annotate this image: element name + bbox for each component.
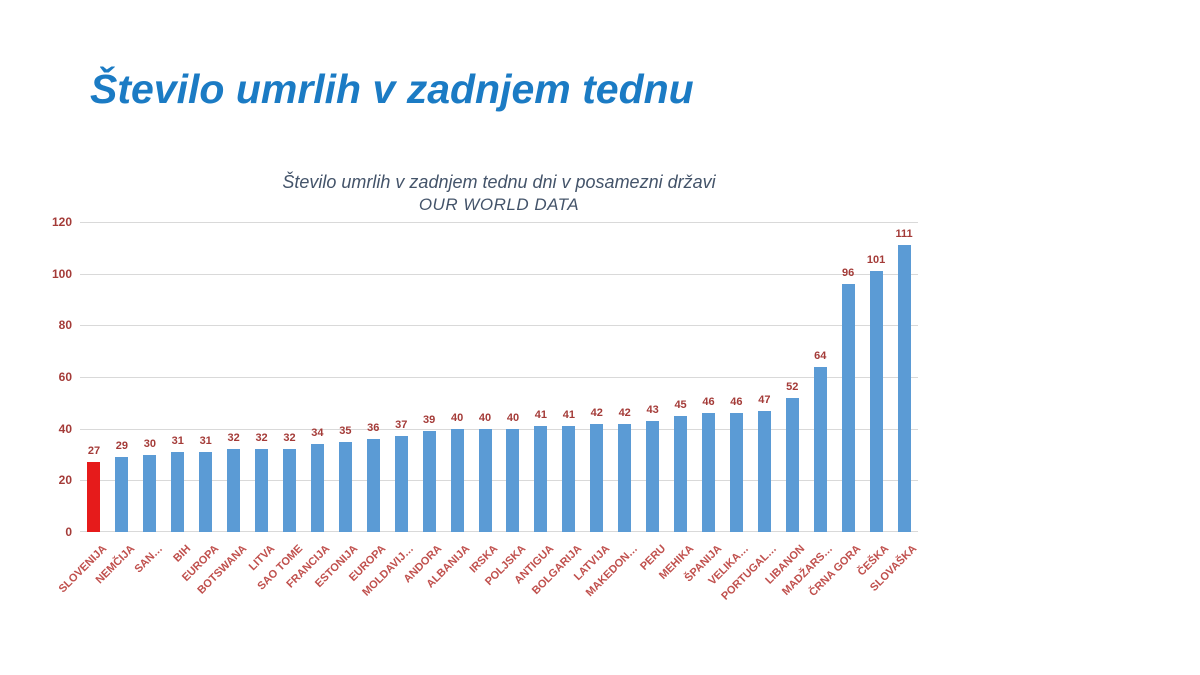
bar [506, 428, 520, 532]
bar-value-label: 96 [842, 267, 855, 279]
bar-value-label: 29 [115, 440, 129, 453]
gridline [80, 377, 918, 378]
bar [115, 457, 129, 532]
bar [338, 441, 352, 532]
bar-value-label: 35 [339, 424, 352, 437]
bar [674, 415, 688, 532]
bar-value-label: 32 [255, 432, 268, 445]
bar [702, 413, 715, 532]
bar [478, 428, 492, 532]
bar-value-label: 31 [171, 434, 184, 447]
bar-value-label: 31 [199, 434, 212, 447]
bar [143, 454, 157, 532]
bar-value-label: 46 [702, 396, 715, 409]
bar-value-label: 52 [786, 380, 799, 393]
y-tick-label: 60 [58, 370, 72, 384]
bar [171, 451, 185, 532]
bar-value-label: 45 [674, 398, 687, 411]
bar [813, 366, 827, 532]
bar [646, 420, 660, 532]
chart-title: Število umrlih v zadnjem tednu dni v pos… [80, 171, 918, 215]
bar [227, 449, 241, 532]
bar-value-label: 40 [506, 411, 520, 424]
bar-value-label: 41 [562, 409, 575, 422]
bar-value-label: 32 [227, 432, 240, 445]
bar [450, 428, 464, 532]
gridline [80, 429, 918, 430]
y-tick-label: 120 [51, 215, 72, 229]
slide-title: Število umrlih v zadnjem tednu [90, 66, 694, 112]
bar-value-label: 34 [311, 427, 324, 440]
bar [897, 245, 911, 532]
bar-value-label: 42 [590, 406, 603, 419]
bar [199, 451, 213, 532]
gridline [80, 480, 918, 481]
y-tick-label: 80 [58, 318, 72, 333]
bar-value-label: 36 [367, 422, 380, 434]
y-tick-label: 100 [51, 266, 72, 281]
bar [562, 426, 576, 532]
bar [310, 444, 324, 532]
bar [785, 397, 799, 532]
bar [729, 413, 743, 532]
bar [534, 426, 548, 532]
bar-value-label: 40 [478, 411, 492, 424]
bar-value-label: 47 [758, 393, 771, 406]
bar-value-label: 32 [283, 432, 296, 445]
bar-value-label: 46 [730, 396, 743, 409]
bar-value-label: 37 [395, 419, 408, 432]
bar [87, 462, 101, 532]
y-tick-label: 40 [58, 421, 72, 436]
bar-value-label: 39 [423, 414, 436, 427]
bar [841, 284, 855, 532]
bar-value-label: 30 [143, 437, 156, 450]
bar-value-label: 40 [450, 411, 464, 424]
y-tick-label: 20 [58, 473, 72, 488]
bar [394, 436, 408, 532]
bar-value-label: 42 [618, 406, 631, 419]
y-tick-label: 0 [65, 525, 72, 539]
gridline [80, 325, 918, 326]
bar [590, 423, 604, 532]
bar [366, 439, 380, 532]
chart-title-line2: OUR WORLD DATA [418, 194, 580, 214]
gridline [80, 531, 918, 532]
bar-value-label: 101 [866, 254, 886, 267]
bar-value-label: 43 [646, 403, 659, 416]
bar [869, 271, 883, 532]
bar [618, 423, 632, 532]
bar-value-label: 27 [87, 445, 101, 458]
bar-chart-plot-area: 0 20 40 60 80 100 120 27 SLOVENIJA 29 NEMČIJA 30 SAN… [52, 215, 919, 603]
bar-value-label: 111 [895, 228, 913, 241]
chart-title-line1: Število umrlih v zadnjem tednu dni v pos… [282, 172, 716, 192]
bar [422, 431, 436, 532]
bar [757, 410, 771, 532]
bar-value-label: 41 [534, 409, 548, 422]
gridline [80, 274, 918, 275]
bar [255, 449, 269, 532]
gridline [80, 222, 918, 223]
bar [283, 449, 296, 532]
bar-value-label: 64 [814, 349, 827, 362]
